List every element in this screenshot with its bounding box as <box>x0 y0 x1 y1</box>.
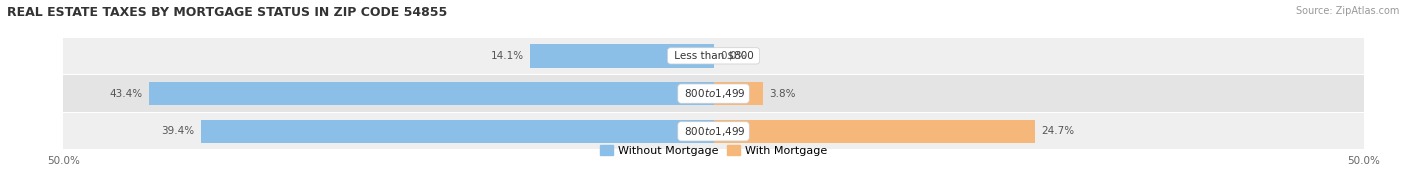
Bar <box>63 113 1364 149</box>
Text: 14.1%: 14.1% <box>491 51 523 61</box>
Bar <box>530 44 713 67</box>
Bar <box>201 120 713 143</box>
Text: REAL ESTATE TAXES BY MORTGAGE STATUS IN ZIP CODE 54855: REAL ESTATE TAXES BY MORTGAGE STATUS IN … <box>7 6 447 19</box>
Text: 3.8%: 3.8% <box>769 89 796 99</box>
Text: Source: ZipAtlas.com: Source: ZipAtlas.com <box>1295 6 1399 16</box>
Text: 43.4%: 43.4% <box>110 89 142 99</box>
Text: $800 to $1,499: $800 to $1,499 <box>681 125 747 138</box>
Bar <box>63 75 1364 112</box>
Text: 0.0%: 0.0% <box>720 51 747 61</box>
Text: 39.4%: 39.4% <box>162 126 194 136</box>
Bar <box>713 82 763 105</box>
Text: 24.7%: 24.7% <box>1042 126 1074 136</box>
Legend: Without Mortgage, With Mortgage: Without Mortgage, With Mortgage <box>600 145 827 156</box>
Text: Less than $800: Less than $800 <box>671 51 756 61</box>
Bar <box>713 120 1035 143</box>
Bar <box>63 38 1364 74</box>
Text: $800 to $1,499: $800 to $1,499 <box>681 87 747 100</box>
Bar <box>149 82 713 105</box>
